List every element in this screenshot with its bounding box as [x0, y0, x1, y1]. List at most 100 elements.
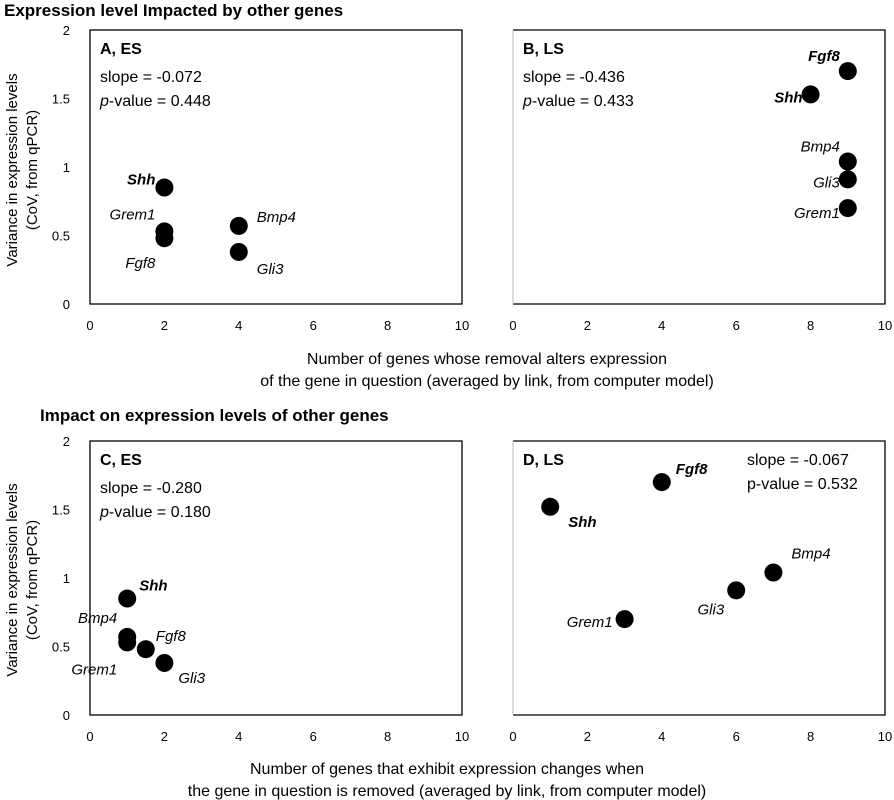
data-point-shh [155, 178, 174, 197]
slope-text: slope = -0.280 [100, 480, 202, 497]
y-tick-label: 0.5 [52, 640, 70, 655]
x-tick-label: 4 [658, 729, 665, 744]
xlabel-bottom-line1: Number of genes that exhibit expression … [250, 761, 644, 778]
y-tick-label: 0 [63, 297, 70, 312]
data-point-gli3 [155, 653, 174, 672]
data-point-grem1 [118, 633, 137, 652]
x-tick-label: 4 [658, 318, 665, 333]
x-tick-label: 2 [161, 318, 168, 333]
point-label-fgf8: Fgf8 [808, 48, 840, 65]
x-tick-label: 8 [384, 729, 391, 744]
ylabel-bottom-line2: (CoV, from qPCR) [24, 520, 41, 640]
data-point-fgf8 [838, 62, 857, 81]
point-label-gli3: Gli3 [698, 601, 725, 618]
slope-text: slope = -0.436 [523, 69, 625, 86]
data-point-bmp4 [838, 152, 857, 171]
point-label-shh: Shh [774, 89, 802, 106]
point-label-shh: Shh [568, 514, 596, 531]
x-tick-label: 10 [455, 729, 469, 744]
x-tick-label: 0 [86, 729, 93, 744]
x-tick-label: 4 [235, 729, 242, 744]
plot-frame [89, 440, 463, 716]
y-tick-label: 1 [63, 571, 70, 586]
x-tick-label: 0 [509, 729, 516, 744]
point-label-grem1: Grem1 [71, 661, 117, 678]
x-tick-label: 8 [384, 318, 391, 333]
x-tick-label: 2 [584, 318, 591, 333]
x-tick-label: 4 [235, 318, 242, 333]
ylabel-bottom-line1: Variance in expression levels [4, 483, 21, 676]
data-point-gli3 [727, 581, 746, 600]
p-value-text: p-value = 0.433 [522, 93, 634, 110]
x-tick-label: 6 [733, 729, 740, 744]
point-label-fgf8: Fgf8 [676, 461, 708, 478]
panel-c-es: 0 2 4 6 8 10 0 0.5 1 1.5 2 C, ES slope = -0.280 p-val… [52, 434, 469, 744]
ylabel-top-line2: (CoV, from qPCR) [24, 110, 41, 230]
panel-label: C, ES [100, 452, 142, 469]
p-value-number: -value = 0.448 [109, 93, 211, 110]
panel-b-ls: 0 2 4 6 8 10 B, LS slope = -0.436 p-value = 0.43… [509, 29, 892, 333]
y-tick-label: 1.5 [52, 503, 70, 518]
panel-d-ls: 0 2 4 6 8 10 D, LS slope = -0.067 p-value = 0.53… [509, 440, 892, 744]
x-tick-label: 0 [509, 318, 516, 333]
plot-frame [89, 29, 463, 305]
xlabel-top-line1: Number of genes whose removal alters exp… [307, 351, 667, 368]
ylabel-top-line1: Variance in expression levels [4, 73, 21, 266]
p-italic: p [99, 504, 109, 521]
point-label-shh: Shh [127, 172, 155, 189]
x-tick-label: 2 [161, 729, 168, 744]
x-tick-label: 6 [310, 318, 317, 333]
point-label-bmp4: Bmp4 [801, 139, 840, 156]
y-tick-label: 2 [63, 23, 70, 38]
data-point-shh [541, 497, 560, 516]
data-point-grem1 [615, 610, 634, 629]
point-label-shh: Shh [139, 578, 167, 595]
x-tick-label: 10 [878, 729, 892, 744]
xlabel-top-line2: of the gene in question (averaged by lin… [260, 373, 714, 390]
x-tick-label: 10 [455, 318, 469, 333]
panel-a-es: 0 2 4 6 8 10 0 0.5 1 1.5 2 A, ES slope = -0.072 p-val… [52, 23, 469, 333]
p-value-text: p-value = 0.532 [747, 476, 858, 493]
point-label-grem1: Grem1 [567, 614, 613, 631]
section-title-bottom: Impact on expression levels of other gen… [40, 406, 389, 425]
panel-label: B, LS [523, 41, 564, 58]
slope-text: slope = -0.067 [747, 452, 849, 469]
data-point-shh [118, 589, 137, 608]
p-value-number: -value = 0.433 [532, 93, 634, 110]
point-label-gli3: Gli3 [813, 174, 840, 191]
data-point-fgf8 [136, 640, 155, 659]
p-value-text: p-value = 0.448 [99, 93, 211, 110]
data-point-bmp4 [229, 216, 248, 235]
point-label-fgf8: Fgf8 [125, 255, 156, 272]
p-italic: p [522, 93, 532, 110]
point-label-grem1: Grem1 [794, 205, 840, 222]
y-tick-label: 1.5 [52, 92, 70, 107]
data-point-fgf8 [652, 473, 671, 492]
x-tick-label: 8 [807, 729, 814, 744]
x-tick-label: 2 [584, 729, 591, 744]
data-point-shh [801, 85, 820, 104]
p-value-number: -value = 0.180 [109, 504, 211, 521]
panel-label: D, LS [523, 452, 564, 469]
point-label-gli3: Gli3 [257, 261, 284, 278]
p-italic: p [99, 93, 109, 110]
section-title-top: Expression level Impacted by other genes [4, 1, 343, 20]
data-point-fgf8 [155, 229, 174, 248]
x-tick-label: 8 [807, 318, 814, 333]
y-tick-label: 0.5 [52, 229, 70, 244]
panel-label: A, ES [100, 41, 142, 58]
xlabel-bottom-line2: the gene in question is removed (average… [188, 783, 706, 800]
plot-frame [513, 29, 886, 305]
point-label-gli3: Gli3 [178, 670, 205, 687]
point-label-bmp4: Bmp4 [791, 546, 830, 563]
x-tick-label: 10 [878, 318, 892, 333]
plot-frame [513, 440, 886, 716]
data-point-grem1 [838, 199, 857, 218]
point-label-bmp4: Bmp4 [257, 209, 296, 226]
point-label-fgf8: Fgf8 [156, 628, 187, 645]
x-tick-label: 6 [310, 729, 317, 744]
y-tick-label: 0 [63, 708, 70, 723]
y-tick-label: 1 [63, 160, 70, 175]
p-value-text: p-value = 0.180 [99, 504, 211, 521]
